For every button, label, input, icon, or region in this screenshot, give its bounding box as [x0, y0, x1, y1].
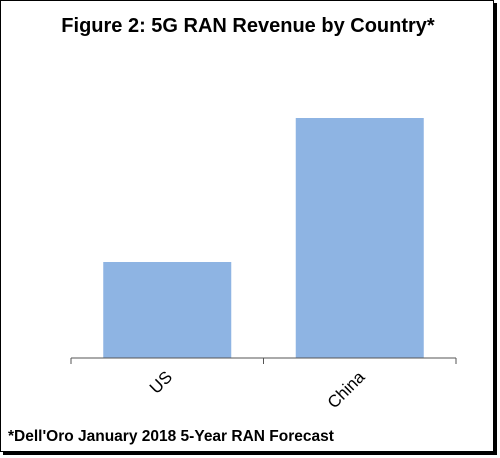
bar-group: [103, 118, 424, 358]
x-tick-label-us: US: [146, 367, 176, 397]
bar-us: [103, 262, 232, 358]
x-tick-label-china: China: [324, 367, 369, 412]
tick-group: [70, 358, 457, 364]
chart-frame: Figure 2: 5G RAN Revenue by Country* US C…: [0, 0, 494, 452]
chart-footnote: *Dell'Oro January 2018 5-Year RAN Foreca…: [8, 428, 334, 445]
chart-plot-area: US China: [70, 118, 457, 412]
chart-title: Figure 2: 5G RAN Revenue by Country*: [61, 15, 435, 37]
tick-label-group: US China: [146, 367, 369, 412]
bar-china: [295, 118, 424, 358]
